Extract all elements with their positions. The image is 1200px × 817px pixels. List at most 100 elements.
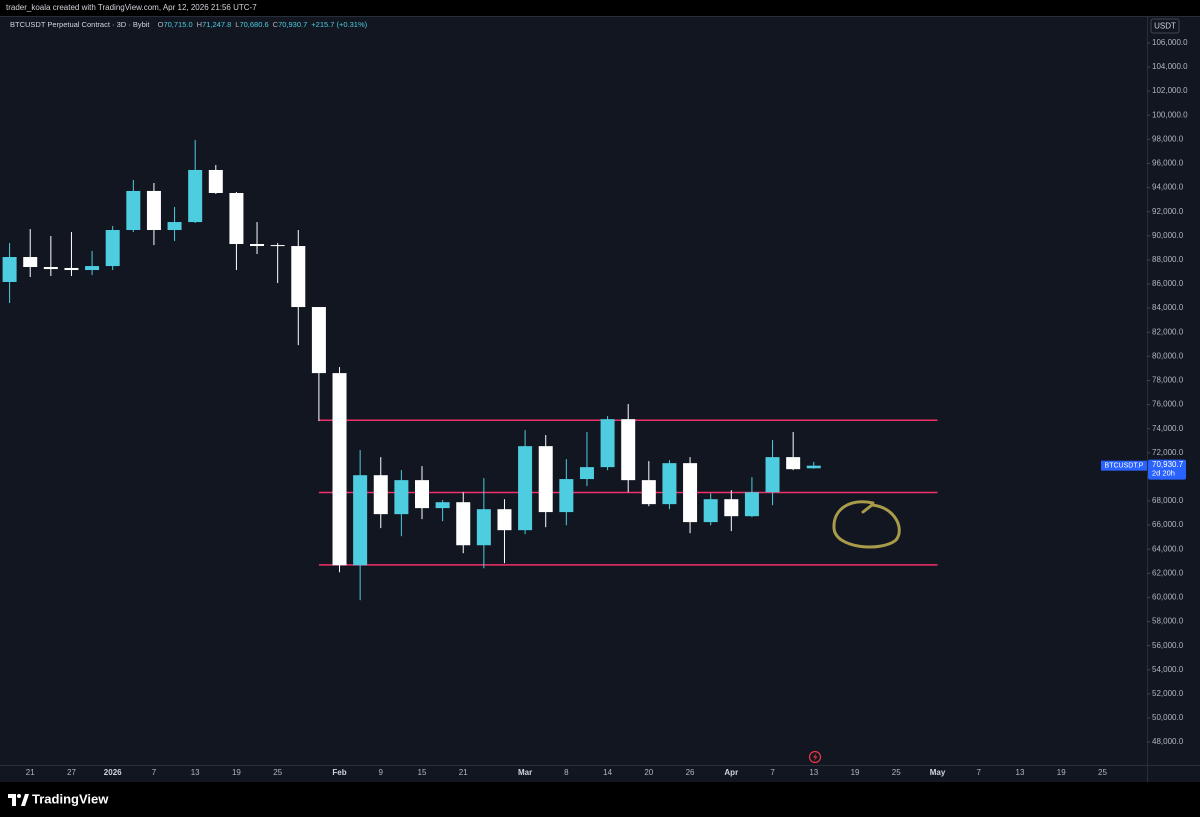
candle-body	[497, 509, 512, 531]
y-tick-label: 96,000.0	[1152, 159, 1184, 168]
candle-body	[105, 230, 120, 267]
candle-body	[579, 467, 594, 480]
change: +215.7 (+0.31%)	[311, 20, 367, 29]
candle-body	[332, 373, 347, 566]
symbol-legend: BTCUSDT Perpetual Contract · 3D · Bybit …	[10, 20, 368, 29]
symbol-tag-label: BTCUSDT.P	[1105, 463, 1144, 470]
candle-body	[703, 499, 718, 523]
candle-body	[291, 246, 306, 308]
candle-body	[188, 169, 203, 223]
price-tag-label: 70,930.7	[1152, 460, 1184, 469]
candle-body	[786, 457, 801, 470]
x-tick-label: 25	[892, 768, 901, 777]
x-tick-label: 27	[67, 768, 76, 777]
x-tick-label: 13	[191, 768, 200, 777]
candle-body	[641, 480, 656, 505]
countdown: 2d 20h	[1152, 469, 1175, 478]
y-tick-label: 82,000.0	[1152, 327, 1184, 336]
x-tick-label: 14	[603, 768, 612, 777]
candle-body	[600, 419, 615, 468]
candle-body	[744, 492, 759, 517]
candle-body	[559, 479, 574, 513]
footer-logo	[8, 794, 29, 806]
y-tick-label: 64,000.0	[1152, 544, 1184, 553]
candle-body	[64, 267, 79, 271]
candle-body	[373, 475, 388, 515]
currency-box	[1150, 18, 1180, 34]
x-tick-label: 7	[977, 768, 982, 777]
candle-body	[476, 509, 491, 546]
x-tick-label: Apr	[724, 768, 738, 777]
candle-body	[683, 463, 698, 523]
candle-body	[518, 446, 533, 531]
ohlc-value: 71,247.8	[202, 20, 231, 29]
symbol-tag	[1101, 460, 1147, 471]
x-tick-label: 21	[26, 768, 35, 777]
y-tick-label: 58,000.0	[1152, 617, 1184, 626]
y-tick-label: 80,000.0	[1152, 351, 1184, 360]
ohlc-key: C	[273, 20, 279, 29]
candle-body	[353, 475, 368, 566]
y-tick-label: 52,000.0	[1152, 689, 1184, 698]
ohlc-key: O	[158, 20, 164, 29]
x-tick-label: 20	[644, 768, 653, 777]
candle-body	[311, 307, 326, 374]
candle-body	[146, 190, 161, 231]
x-tick-label: 13	[1016, 768, 1025, 777]
symbol: BTCUSDT Perpetual Contract · 3D · Bybit	[10, 20, 150, 29]
x-tick-label: 9	[379, 768, 384, 777]
x-tick-label: Mar	[518, 768, 532, 777]
y-tick-label: 72,000.0	[1152, 448, 1184, 457]
y-tick-label: 102,000.0	[1152, 86, 1188, 95]
attribution: trader_koala created with TradingView.co…	[6, 3, 257, 12]
candle-body	[415, 480, 429, 509]
y-tick-label: 62,000.0	[1152, 568, 1184, 577]
candle-body	[435, 502, 450, 509]
y-tick-label: 86,000.0	[1152, 279, 1184, 288]
ohlc-value: 70,680.6	[239, 20, 268, 29]
y-tick-label: 68,000.0	[1152, 496, 1184, 505]
y-tick-label: 84,000.0	[1152, 303, 1184, 312]
candle-body	[2, 257, 17, 282]
y-tick-label: 74,000.0	[1152, 424, 1184, 433]
candle-body	[250, 243, 265, 247]
candle-body	[85, 266, 100, 271]
candle-body	[806, 465, 821, 469]
x-tick-label: May	[930, 768, 946, 777]
y-tick-label: 76,000.0	[1152, 400, 1184, 409]
y-tick-label: 92,000.0	[1152, 207, 1184, 216]
x-tick-label: 19	[232, 768, 241, 777]
candle-body	[765, 457, 780, 493]
x-tick-label: 13	[809, 768, 818, 777]
y-tick-label: 94,000.0	[1152, 183, 1184, 192]
x-tick-label: 21	[459, 768, 468, 777]
x-tick-label: 8	[564, 768, 569, 777]
chart-pane	[0, 16, 1200, 782]
ohlc-key: H	[197, 20, 202, 29]
candle-body	[662, 463, 677, 505]
currency: USDT	[1154, 22, 1176, 31]
candle-body	[621, 419, 636, 481]
x-tick-label: 19	[851, 768, 860, 777]
y-tick-label: 88,000.0	[1152, 255, 1184, 264]
ohlc-value: 70,715.0	[163, 20, 192, 29]
x-tick-label: 19	[1057, 768, 1066, 777]
y-tick-label: 90,000.0	[1152, 231, 1184, 240]
y-tick-label: 104,000.0	[1152, 62, 1188, 71]
x-tick-label: 15	[418, 768, 427, 777]
candle-body	[270, 245, 285, 247]
y-tick-label: 54,000.0	[1152, 665, 1184, 674]
y-tick-label: 98,000.0	[1152, 134, 1184, 143]
ohlc-key: L	[235, 20, 239, 29]
candle-body	[167, 222, 182, 231]
brand: TradingView	[32, 791, 109, 806]
candle-body	[538, 446, 553, 513]
ohlc-value: 70,930.7	[278, 20, 307, 29]
y-tick-label: 56,000.0	[1152, 641, 1184, 650]
candle-body	[456, 502, 471, 546]
candle-body	[724, 499, 739, 517]
candle-body	[23, 257, 38, 268]
circle-drawing	[832, 500, 901, 549]
x-tick-label: 7	[770, 768, 775, 777]
